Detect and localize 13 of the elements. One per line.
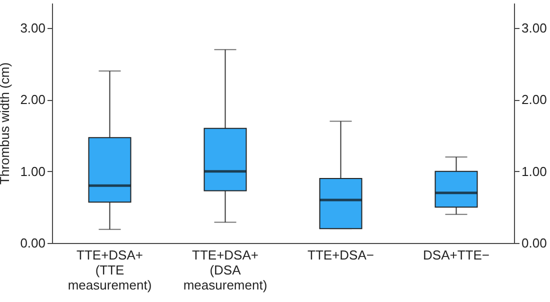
y2-tick-label: 3.00: [522, 20, 547, 36]
y-axis-title: Thrombus width (cm): [0, 62, 12, 185]
x-tick-label: TTE+DSA−: [308, 248, 374, 262]
y-tick-label: 3.00: [20, 20, 46, 36]
y-tick-label: 0.00: [20, 236, 46, 250]
y2-tick-label: 2.00: [522, 92, 547, 108]
y2-tick-label: 1.00: [522, 164, 547, 179]
y-tick-label: 2.00: [20, 92, 46, 108]
x-tick-label: TTE+DSA+ (DSA measurement): [183, 248, 268, 292]
x-tick-label: DSA+TTE−: [423, 248, 490, 262]
y2-tick-label: 0.00: [522, 236, 547, 250]
y-tick-label: 1.00: [20, 164, 46, 179]
x-tick-label: TTE+DSA+ (TTE measurement): [68, 248, 152, 292]
